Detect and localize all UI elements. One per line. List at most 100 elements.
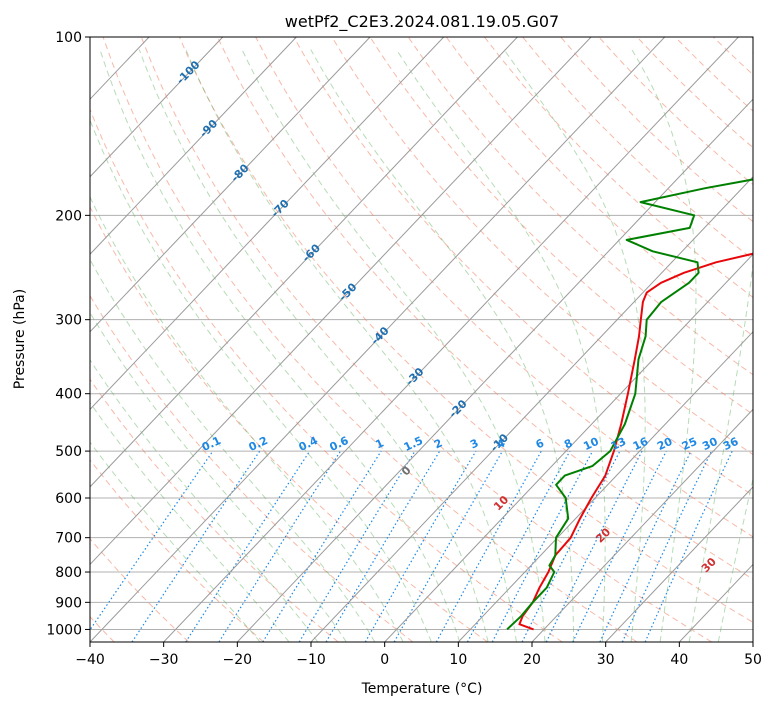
mixing-ratio-label: 10	[581, 435, 601, 453]
mixing-ratio-line	[185, 450, 311, 642]
dry-adiabat-line	[90, 459, 264, 642]
dry-adiabat-line	[751, 37, 753, 40]
mixing-ratio-line	[393, 450, 504, 642]
profile-series	[506, 178, 753, 631]
y-axis-ticks: 100 200 300 400 500 600 700 800 900 1000	[46, 30, 90, 638]
dry-adiabat-line	[484, 37, 753, 298]
x-tick-label: 50	[744, 652, 762, 668]
moist-adiabat-line	[717, 476, 753, 642]
isotherm-line	[310, 176, 753, 642]
mixing-ratio-label: 6	[534, 436, 547, 451]
dry-adiabat-line	[90, 205, 488, 642]
isotherm-line	[678, 563, 753, 642]
moist-adiabat-line	[395, 49, 606, 642]
mixing-ratio-label: 1	[373, 436, 385, 451]
y-tick-label: 800	[55, 565, 82, 581]
dry-adiabat-line	[674, 37, 753, 112]
mixing-ratio-label: 30	[700, 435, 720, 453]
dry-adiabat-line	[712, 37, 753, 76]
plot-frame	[89, 36, 754, 643]
moist-adiabat-line	[90, 358, 319, 642]
x-tick-label: −10	[296, 652, 326, 668]
mixing-ratio-line	[218, 450, 342, 642]
x-axis-title: Temperature (°C)	[361, 681, 483, 697]
y-tick-label: 1000	[46, 622, 82, 638]
x-tick-label: 30	[597, 652, 615, 668]
dry-adiabat-line	[217, 37, 753, 580]
dry-adiabat-line	[560, 37, 753, 223]
mixing-ratio-label: 20	[655, 435, 675, 453]
mixing-ratio-line	[466, 450, 571, 642]
dry-adiabat-label: 10	[491, 493, 511, 513]
moist-adiabat-line	[310, 49, 575, 642]
dry-adiabat-line	[90, 378, 339, 642]
dry-adiabat-line	[331, 37, 753, 456]
isotherm-line	[90, 37, 666, 642]
isotherm-line	[0, 37, 2, 642]
isotherm-line	[90, 37, 297, 256]
dry-adiabat-line	[598, 37, 753, 186]
x-tick-label: 20	[523, 652, 541, 668]
dry-adiabat-line	[255, 37, 753, 538]
dry-adiabat-line	[407, 37, 753, 376]
mixing-ratio-label: 13	[609, 435, 628, 453]
isotherm-line	[90, 37, 592, 566]
dry-adiabat-line	[90, 537, 190, 642]
x-tick-label: 10	[449, 652, 467, 668]
dry-adiabat-line	[178, 37, 753, 623]
isotherm-line	[531, 408, 753, 642]
mixing-ratio-line	[364, 450, 477, 642]
y-tick-label: 400	[55, 387, 82, 403]
isotherm-line	[752, 641, 753, 642]
dry-adiabat-label: 20	[593, 525, 613, 545]
y-tick-label: 900	[55, 595, 82, 611]
x-tick-label: 0	[380, 652, 389, 668]
dry-adiabat-line	[90, 108, 563, 642]
moist-adiabat-line	[631, 49, 697, 642]
moist-adiabat-line	[503, 49, 646, 642]
x-tick-label: −30	[149, 652, 179, 668]
y-tick-label: 500	[55, 444, 82, 460]
mixing-ratio-line	[298, 450, 416, 642]
moist-adiabat-line	[90, 441, 261, 642]
mixing-ratio-label: 25	[680, 435, 699, 453]
isotherm-line	[90, 37, 224, 178]
mixing-ratio-label: 36	[721, 435, 741, 453]
moist-adiabat-line	[99, 49, 461, 642]
isotherm-labels: -100-90-80-70-60-50-40-30-20-10	[174, 58, 511, 454]
isotherm-lines	[0, 37, 753, 642]
y-tick-label: 600	[55, 491, 82, 507]
dry-adiabat-line	[140, 37, 712, 642]
x-axis-ticks: −40 −30 −20 −10 0 10 20 30 40 50	[75, 642, 762, 668]
chart-title: wetPf2_C2E3.2024.081.19.05.G07	[285, 12, 559, 32]
dry-adiabats	[90, 37, 753, 642]
y-tick-label: 200	[55, 208, 82, 224]
moist-adiabat-line	[90, 401, 290, 642]
moist-adiabat-line	[185, 49, 517, 642]
y-tick-label: 700	[55, 531, 82, 547]
isotherm-line	[90, 37, 371, 333]
mixing-ratio-line	[545, 450, 643, 642]
isotherm-line	[605, 486, 753, 642]
isotherm-line	[163, 37, 739, 642]
x-tick-label: −40	[75, 652, 105, 668]
x-tick-label: 40	[670, 652, 688, 668]
isotherm-line	[384, 253, 753, 642]
mixing-ratio-line	[131, 450, 261, 642]
x-tick-label: −20	[223, 652, 253, 668]
mixing-ratio-line	[572, 450, 667, 642]
isotherm-line	[90, 37, 445, 411]
isotherm-line	[236, 98, 753, 642]
mixing-ratio-line	[435, 450, 542, 642]
dry-adiabat-line	[636, 37, 753, 149]
y-axis-title: Pressure (hPa)	[12, 289, 28, 389]
y-tick-label: 100	[55, 30, 82, 46]
mixing-ratio-labels: 0.1 0.2 0.4 0.6 1 1.5 2 3 4 6 8 10 13 16 20 25 30 36	[200, 434, 741, 454]
dewpoint-line	[506, 178, 753, 631]
mixing-ratio-label: 2	[432, 436, 444, 451]
moist-adiabat-line	[90, 195, 404, 642]
moist-adiabat-line	[90, 118, 432, 642]
dry-adiabat-line	[293, 37, 753, 496]
dry-adiabat-line	[102, 37, 638, 642]
